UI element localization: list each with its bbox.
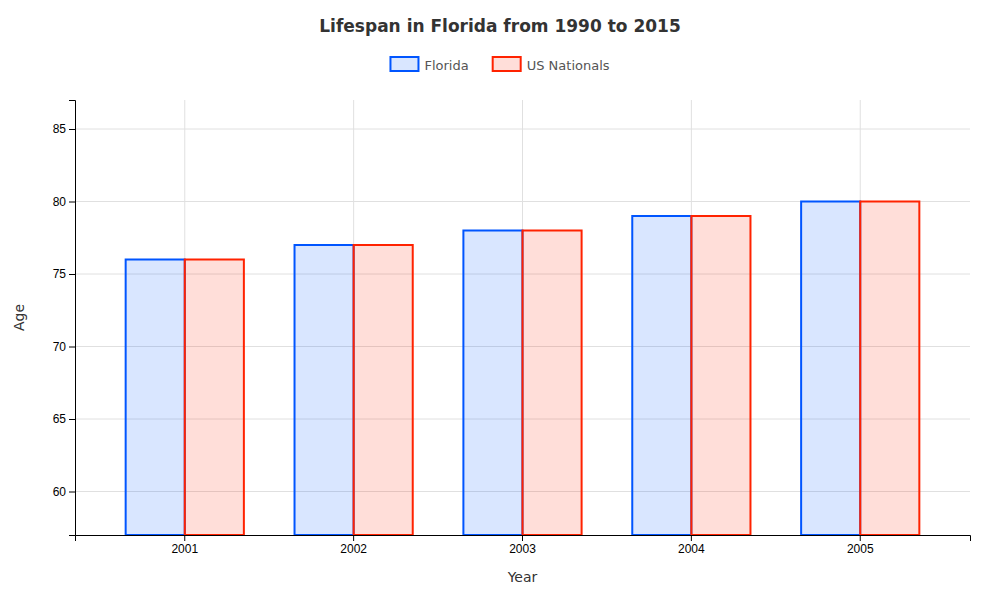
chart: 2001 2002 2003 2004 2005 60 65 70 75 80 85 Year Age L…	[0, 0, 1000, 600]
tick-label: 80	[53, 195, 67, 209]
bar	[185, 260, 244, 536]
legend: Florida US Nationals	[390, 57, 609, 73]
bars	[126, 202, 920, 536]
tick-label: 2002	[340, 542, 367, 556]
legend-item: US Nationals	[493, 57, 610, 73]
tick-label: 75	[53, 267, 67, 281]
x-axis-title: Year	[507, 569, 538, 585]
tick-mark	[522, 535, 523, 541]
tick: 75	[53, 267, 75, 281]
tick-mark	[69, 347, 75, 348]
tick-label: 2001	[171, 542, 198, 556]
tick: 2005	[847, 535, 874, 556]
tick-mark	[184, 535, 185, 541]
tick: 80	[53, 195, 75, 209]
tick-label: 85	[53, 122, 67, 136]
series	[126, 202, 861, 536]
tick: 85	[53, 122, 75, 136]
tick-label: 2004	[678, 542, 705, 556]
bar	[295, 245, 354, 535]
grid	[75, 100, 970, 535]
y-axis: 60 65 70 75 80 85	[53, 101, 76, 536]
tick-mark	[691, 535, 692, 541]
legend-swatch	[493, 57, 521, 71]
tick-mark	[69, 274, 75, 275]
tick: 60	[53, 485, 75, 499]
bar	[632, 216, 691, 535]
bar	[860, 202, 919, 536]
legend-label: US Nationals	[527, 58, 610, 73]
tick-label: 65	[53, 412, 67, 426]
bar	[463, 231, 522, 536]
bar	[354, 245, 413, 535]
plot-area: 2001 2002 2003 2004 2005 60 65 70 75 80 85	[53, 100, 971, 556]
tick: 2001	[171, 535, 198, 556]
tick-label: 60	[53, 485, 67, 499]
tick: 70	[53, 340, 75, 354]
bar	[691, 216, 750, 535]
tick-mark	[353, 535, 354, 541]
title: Lifespan in Florida from 1990 to 2015	[319, 16, 680, 36]
tick: 2004	[678, 535, 705, 556]
tick-label: 2003	[509, 542, 536, 556]
legend-swatch	[390, 57, 418, 71]
axis-line	[69, 101, 76, 536]
series	[185, 202, 920, 536]
axis-line	[76, 536, 971, 542]
legend-label: Florida	[424, 58, 468, 73]
y-axis-title: Age	[11, 304, 27, 331]
tick-label: 70	[53, 340, 67, 354]
tick-label: 2005	[847, 542, 874, 556]
tick-mark	[69, 202, 75, 203]
tick-mark	[860, 535, 861, 541]
tick: 2002	[340, 535, 367, 556]
x-axis: 2001 2002 2003 2004 2005	[76, 535, 971, 556]
tick-mark	[69, 419, 75, 420]
bar	[126, 260, 185, 536]
tick-mark	[69, 129, 75, 130]
bar	[523, 231, 582, 536]
tick: 65	[53, 412, 75, 426]
tick-mark	[69, 492, 75, 493]
legend-item: Florida	[390, 57, 468, 73]
bar	[801, 202, 860, 536]
tick: 2003	[509, 535, 536, 556]
